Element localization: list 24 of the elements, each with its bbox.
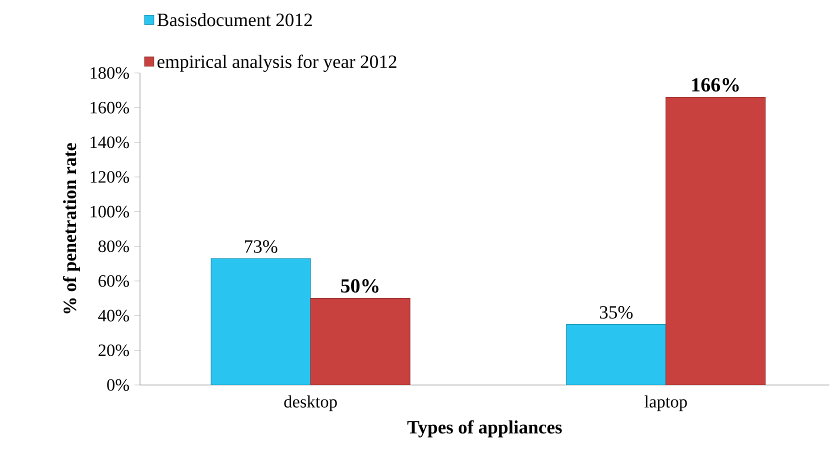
data-label: 166% <box>692 78 739 92</box>
y-tick-label: 180% <box>90 67 130 79</box>
y-tick-label: 100% <box>90 206 130 218</box>
x-axis-title: Types of appliances <box>407 420 562 438</box>
x-tick-label: laptop <box>644 395 687 412</box>
y-tick-label: 120% <box>90 171 130 183</box>
legend-label: Basisdocument 2012 <box>157 13 312 26</box>
data-label: 35% <box>600 306 633 319</box>
bar <box>666 96 766 385</box>
bar <box>566 324 666 385</box>
y-tick-label: 140% <box>90 136 130 148</box>
data-label: 50% <box>341 279 378 293</box>
bar <box>210 258 311 385</box>
data-label: 73% <box>244 240 278 253</box>
y-tick-label: 20% <box>98 344 130 356</box>
y-tick-label: 80% <box>98 240 130 252</box>
y-tick-label: 0% <box>107 379 130 391</box>
legend-label: empirical analysis for year 2012 <box>158 54 396 72</box>
y-tick-label: 40% <box>98 310 130 322</box>
y-tick-label: 160% <box>90 102 130 114</box>
y-tick-label: 60% <box>98 275 130 287</box>
bar <box>310 298 410 385</box>
y-axis-title: % of penetration rate <box>62 143 80 314</box>
x-tick-label: desktop <box>284 395 337 412</box>
